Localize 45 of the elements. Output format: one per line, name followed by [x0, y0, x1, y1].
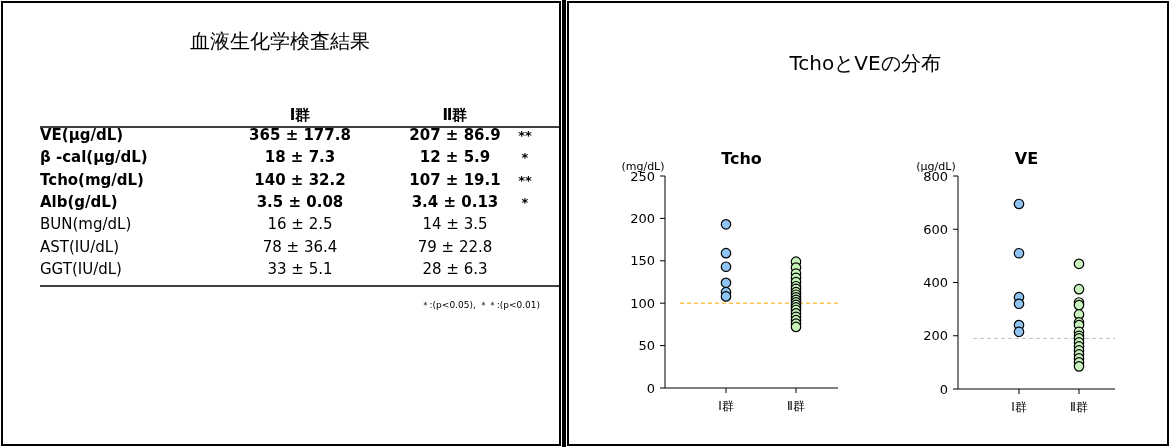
- text: 33 ± 5.1: [267, 259, 333, 278]
- text: 79 ± 22.8: [417, 237, 493, 256]
- chart-title: Tcho: [721, 149, 762, 168]
- text: 28 ± 6.3: [422, 259, 488, 278]
- y-tick-label: 100: [630, 295, 655, 311]
- text: 107 ± 19.1: [409, 170, 501, 189]
- category-label: GGT(IU/dL): [40, 259, 122, 278]
- y-tick-label: 200: [923, 328, 948, 344]
- category-label: Alb(g/dL): [40, 192, 118, 211]
- text: 140 ± 32.2: [254, 170, 346, 189]
- text: 14 ± 3.5: [422, 215, 488, 234]
- y-tick-label: 400: [923, 275, 948, 291]
- y-tick-label: 150: [630, 253, 655, 269]
- text: 365 ± 177.8: [249, 126, 351, 144]
- x-tick-label: Ⅰ群: [1011, 400, 1027, 414]
- text: Ⅱ群: [442, 106, 468, 124]
- category-label: VE(μg/dL): [40, 126, 124, 144]
- text: 血液生化学検査結果: [190, 29, 370, 53]
- text: 18 ± 7.3: [264, 148, 336, 167]
- y-tick-label: 0: [939, 381, 948, 397]
- y-tick-label: 200: [630, 210, 655, 226]
- y-tick-label: 0: [646, 380, 655, 396]
- category-label: BUN(mg/dL): [40, 215, 132, 234]
- x-tick-label: Ⅰ群: [718, 399, 734, 413]
- text: Ⅰ群: [289, 106, 311, 124]
- text: **: [518, 128, 532, 143]
- text: 3.4 ± 0.13: [411, 192, 499, 211]
- text: *: [521, 150, 529, 166]
- category-label: AST(IU/dL): [40, 237, 119, 256]
- chart-title: VE: [1014, 149, 1039, 168]
- text: 207 ± 86.9: [409, 126, 501, 144]
- y-tick-label: 600: [923, 221, 948, 237]
- text: 12 ± 5.9: [419, 148, 491, 167]
- x-tick-label: Ⅱ群: [787, 399, 805, 413]
- text: 16 ± 2.5: [267, 215, 333, 234]
- text: TchoとVEの分布: [788, 51, 941, 75]
- y-tick-label: 50: [638, 338, 655, 354]
- category-label: β -cal(μg/dL): [40, 148, 148, 167]
- text: 3.5 ± 0.08: [256, 192, 344, 211]
- category-label: Tcho(mg/dL): [40, 170, 144, 189]
- x-tick-label: Ⅱ群: [1070, 400, 1088, 414]
- text: **: [518, 172, 532, 188]
- text: *: [521, 194, 529, 210]
- text: ＊:(p<0.05), ＊＊:(p<0.01): [420, 300, 540, 311]
- text: 78 ± 36.4: [262, 237, 338, 256]
